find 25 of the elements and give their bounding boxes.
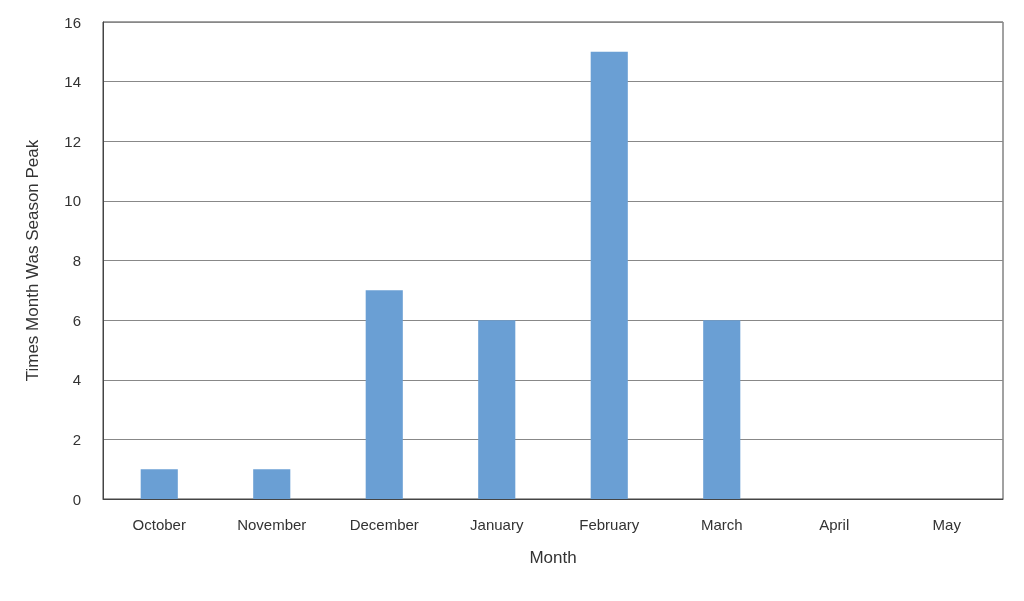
x-tick-label: May	[932, 516, 962, 533]
y-tick-label: 4	[72, 371, 81, 389]
y-tick-label: 0	[72, 490, 81, 508]
y-axis-title: Times Month Was Season Peak	[23, 139, 42, 382]
bar	[253, 469, 291, 499]
x-tick-label: February	[579, 516, 640, 533]
y-tick-label: 16	[64, 13, 81, 31]
x-tick-label: December	[349, 516, 419, 533]
y-tick-label: 8	[72, 252, 81, 269]
x-tick-label: January	[470, 516, 524, 533]
y-tick-label: 12	[64, 132, 81, 150]
bar	[140, 469, 178, 499]
x-tick-label: March	[700, 516, 743, 533]
bar	[590, 51, 628, 499]
bar	[365, 290, 403, 499]
bar	[703, 320, 741, 499]
x-axis-title: Month	[529, 548, 577, 567]
x-tick-label: April	[819, 516, 850, 533]
y-tick-label: 14	[64, 73, 81, 91]
y-tick-label: 10	[64, 192, 81, 210]
y-tick-label: 6	[72, 311, 81, 329]
bar	[478, 320, 516, 499]
y-tick-label: 2	[72, 430, 81, 448]
x-tick-label: October	[132, 516, 186, 533]
x-tick-label: November	[237, 516, 307, 533]
